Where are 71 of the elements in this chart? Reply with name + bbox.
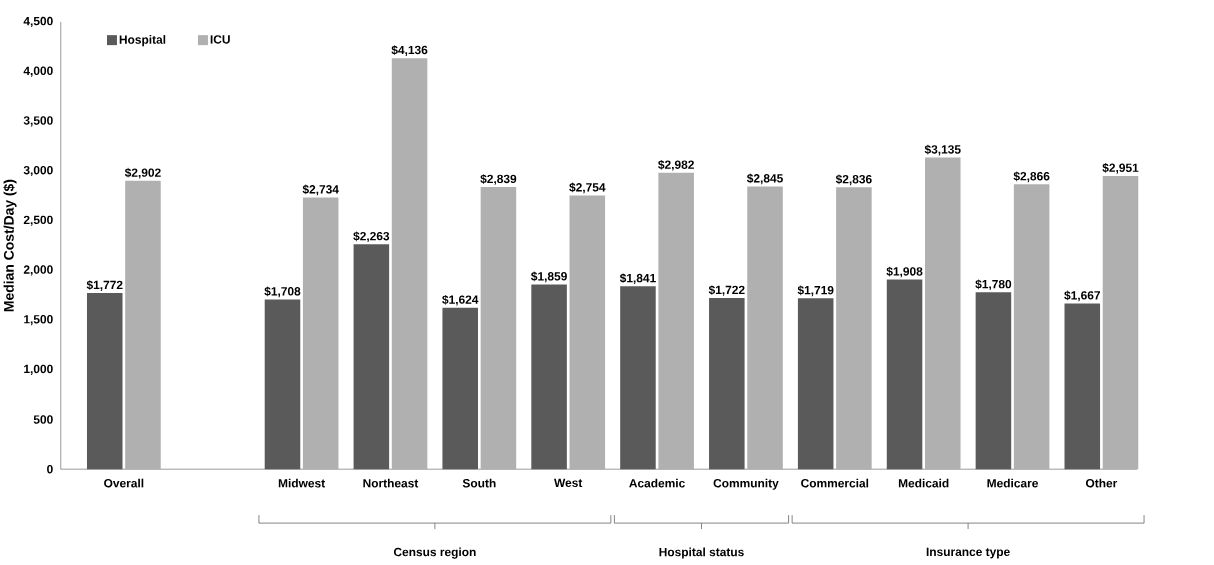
bar — [886, 279, 923, 470]
bar — [975, 292, 1012, 470]
y-tick-label: 1,500 — [24, 315, 53, 326]
y-tick-label: 0 — [47, 464, 53, 474]
y-tick-label: 3,000 — [23, 165, 53, 177]
bar — [353, 244, 390, 470]
data-label: $3,135 — [924, 144, 961, 156]
bar — [747, 186, 783, 470]
data-label: $2,902 — [124, 167, 161, 179]
bar — [924, 157, 961, 470]
data-label: $2,754 — [569, 182, 606, 194]
bar — [264, 299, 301, 470]
data-label: $1,667 — [1064, 290, 1101, 302]
x-tick-label: South — [462, 478, 496, 488]
data-label: $1,772 — [86, 280, 123, 291]
data-label: $1,624 — [442, 294, 479, 306]
y-tick-label: 2,500 — [23, 215, 53, 226]
bar — [442, 307, 478, 470]
bar — [620, 286, 656, 470]
x-tick-label: Northeast — [363, 478, 419, 488]
bar — [302, 197, 339, 470]
data-label: $1,722 — [708, 285, 745, 296]
bar — [658, 172, 694, 470]
y-tick-label: 500 — [33, 415, 53, 424]
data-label: $1,908 — [886, 266, 923, 278]
x-tick-label: West — [554, 478, 583, 487]
data-label: $2,951 — [1102, 162, 1139, 174]
y-tick-label: 3,500 — [23, 116, 53, 127]
bar — [86, 293, 123, 470]
data-label: $2,734 — [302, 184, 339, 196]
text: Hospital status — [659, 547, 744, 559]
data-label: $2,845 — [746, 173, 783, 185]
data-label: $1,708 — [264, 286, 301, 298]
bar — [1013, 184, 1050, 470]
data-label: $2,839 — [480, 174, 517, 185]
bar — [836, 187, 872, 470]
x-tick-label: Academic — [629, 478, 685, 488]
bar — [391, 58, 428, 470]
y-tick-label: 4,500 — [23, 16, 53, 28]
y-axis-title: Median Cost/Day ($) — [3, 179, 17, 312]
x-tick-label: Overall — [104, 478, 144, 488]
y-tick-label: 1,000 — [24, 364, 53, 375]
y-tick-label: 2,000 — [23, 265, 53, 276]
data-label: $1,841 — [619, 273, 656, 284]
bar — [480, 187, 517, 470]
data-label: $2,866 — [1013, 171, 1050, 183]
legend-label: Hospital — [119, 35, 166, 47]
data-label: $1,859 — [530, 271, 567, 283]
bar — [569, 195, 606, 470]
bar — [1064, 303, 1101, 470]
x-tick-label: Commercial — [801, 478, 869, 488]
x-tick-label: Other — [1085, 478, 1118, 488]
bar — [531, 284, 567, 470]
x-tick-label: Medicaid — [898, 478, 949, 488]
data-label: $2,263 — [353, 231, 390, 243]
legend-label: ICU — [210, 35, 230, 44]
bar — [1102, 175, 1139, 470]
text: Insurance type — [926, 547, 1010, 559]
x-tick-label: Midwest — [278, 478, 325, 488]
data-label: $1,719 — [797, 285, 834, 297]
bar — [797, 298, 834, 470]
data-label: $1,780 — [975, 279, 1012, 291]
data-label: $2,836 — [835, 174, 872, 186]
x-tick-label: Community — [713, 478, 779, 490]
data-label: $2,982 — [658, 159, 694, 171]
bar — [709, 298, 745, 470]
y-tick-label: 4,000 — [23, 66, 53, 77]
bar — [125, 180, 161, 470]
data-label: $4,136 — [391, 45, 428, 56]
x-tick-label: Medicare — [987, 478, 1038, 488]
text: Census region — [393, 547, 476, 559]
